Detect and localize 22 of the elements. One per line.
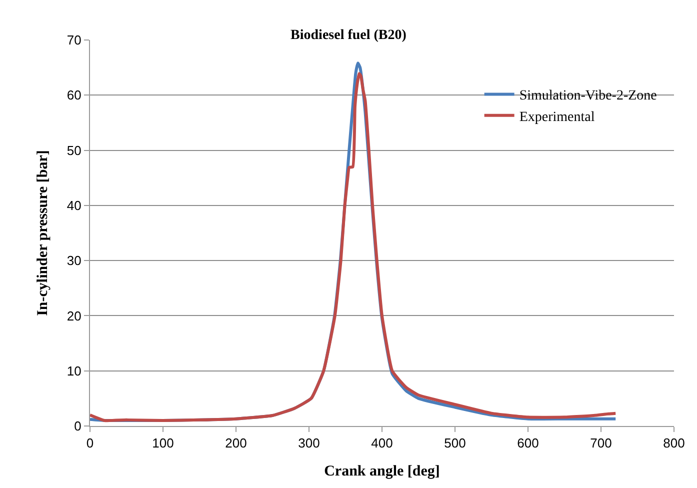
y-tick-label: 60	[66, 88, 82, 103]
y-tick-label: 0	[74, 418, 82, 434]
x-tick-label: 200	[225, 436, 247, 451]
legend-label: Simulation-Vibe-2-Zone	[519, 88, 657, 104]
x-axis-title: Crank angle [deg]	[324, 464, 440, 480]
x-tick-label: 300	[298, 436, 320, 451]
y-tick-label: 40	[66, 198, 82, 213]
x-tick-label: 600	[517, 436, 539, 451]
legend-label: Experimental	[519, 110, 595, 125]
x-tick-label: 100	[152, 436, 174, 451]
y-tick-label: 30	[66, 253, 82, 268]
x-tick-label: 800	[663, 436, 685, 451]
x-tick-label: 0	[86, 436, 94, 451]
x-tick-label: 500	[444, 436, 466, 451]
x-tick-label: 700	[590, 436, 612, 451]
chart-title: Biodiesel fuel (B20)	[290, 28, 407, 44]
y-tick-label: 70	[66, 32, 82, 48]
y-axis-title: In-cylinder pressure [bar]	[35, 150, 52, 316]
y-tick-label: 20	[66, 308, 82, 324]
y-tick-label: 50	[66, 142, 82, 158]
x-tick-label: 400	[371, 436, 393, 451]
y-tick-label: 10	[66, 363, 82, 378]
